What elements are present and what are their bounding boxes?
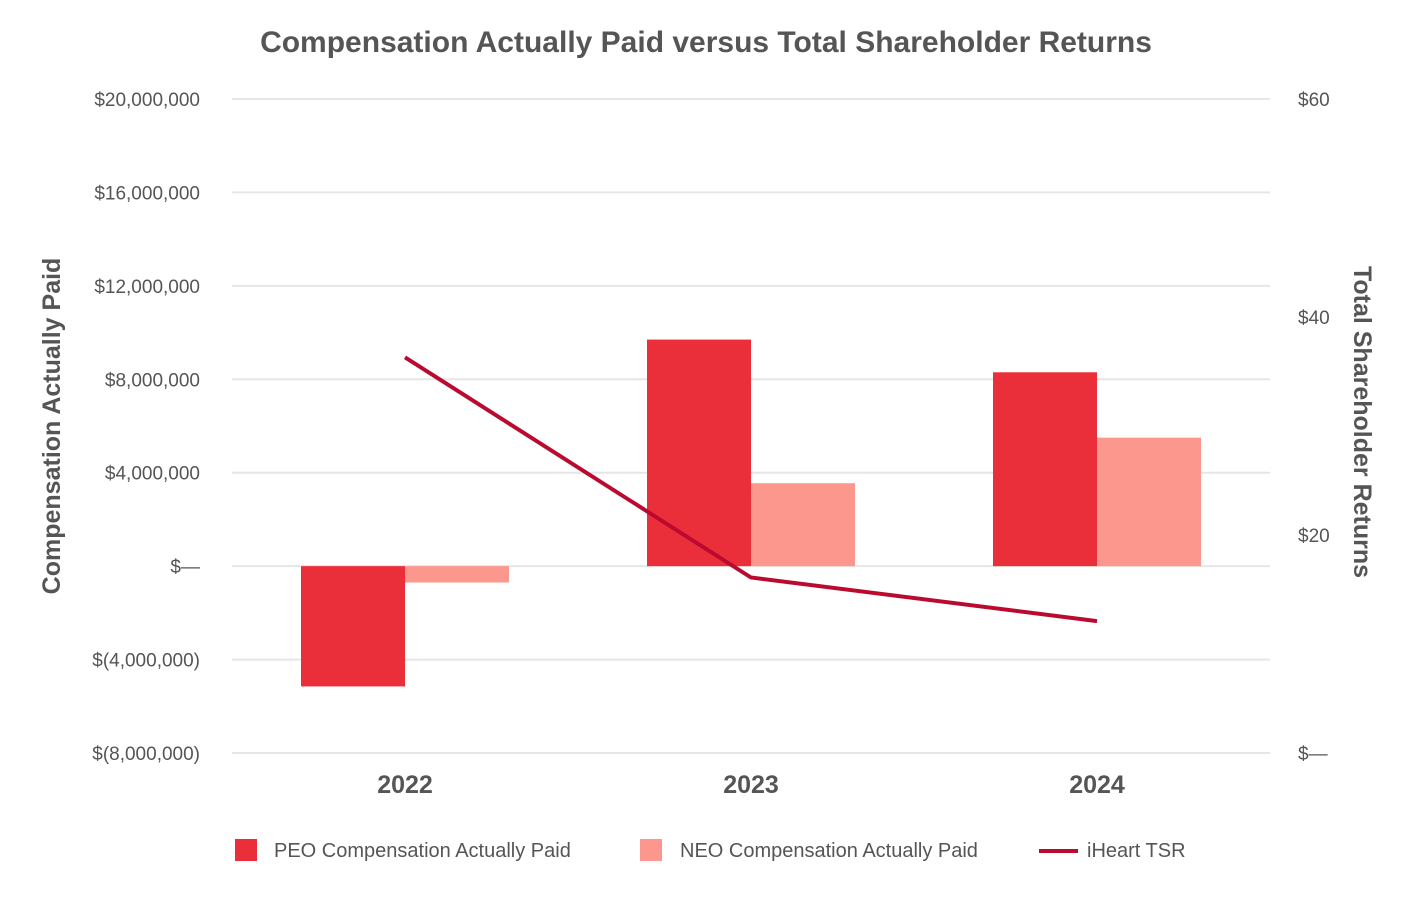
left-axis-title: Compensation Actually Paid (38, 258, 66, 595)
tick-layer: $(8,000,000) $(4,000,000) $— $4,000,000 $8,0… (92, 90, 1329, 799)
left-tick-label: $— (170, 557, 200, 578)
legend-item: NEO Compensation Actually Paid (640, 839, 978, 862)
legend-swatch (235, 839, 257, 861)
left-tick-label: $12,000,000 (94, 277, 200, 298)
category-label: 2022 (377, 771, 433, 799)
legend-item: PEO Compensation Actually Paid (235, 839, 571, 862)
category-label: 2024 (1069, 771, 1125, 799)
bar-peo (301, 566, 405, 687)
right-tick-label: $— (1298, 744, 1328, 765)
right-tick-label: $60 (1298, 90, 1330, 111)
right-axis-title: Total Shareholder Returns (1348, 266, 1376, 578)
legend-swatch (640, 839, 662, 861)
chart-title: Compensation Actually Paid versus Total … (260, 26, 1152, 59)
left-tick-label: $16,000,000 (94, 183, 200, 204)
left-tick-label: $(4,000,000) (92, 651, 200, 672)
legend-label: NEO Compensation Actually Paid (680, 840, 978, 862)
bar-neo (751, 483, 855, 567)
left-tick-label: $4,000,000 (105, 464, 200, 485)
line-layer (403, 355, 1098, 624)
bar-layer (301, 339, 1201, 687)
legend-label: iHeart TSR (1087, 840, 1186, 862)
category-label: 2023 (723, 771, 779, 799)
legend-layer: PEO Compensation Actually Paid NEO Compen… (235, 839, 1186, 862)
bar-peo (647, 339, 751, 567)
tsr-line (403, 355, 1098, 624)
bar-peo (993, 372, 1097, 567)
left-tick-label: $(8,000,000) (92, 744, 200, 765)
left-tick-label: $8,000,000 (105, 370, 200, 391)
legend-label: PEO Compensation Actually Paid (274, 840, 571, 862)
left-tick-label: $20,000,000 (94, 90, 200, 111)
bar-neo (1097, 437, 1201, 567)
legend-item: iHeart TSR (1039, 840, 1186, 862)
right-tick-label: $20 (1298, 526, 1330, 547)
bar-neo (405, 566, 509, 583)
right-tick-label: $40 (1298, 308, 1330, 329)
